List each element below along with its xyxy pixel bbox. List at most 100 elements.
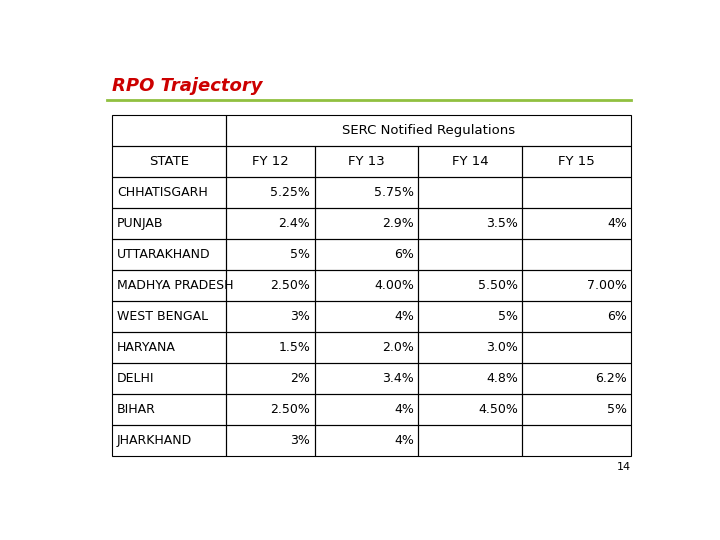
- Bar: [112, 114, 227, 146]
- Text: DELHI: DELHI: [117, 372, 154, 384]
- Bar: [227, 269, 315, 301]
- Text: WEST BENGAL: WEST BENGAL: [117, 309, 208, 323]
- Bar: [227, 394, 315, 424]
- Bar: [112, 177, 227, 208]
- Text: JHARKHAND: JHARKHAND: [117, 434, 192, 447]
- Bar: [227, 177, 315, 208]
- Bar: [112, 269, 227, 301]
- Text: 6.2%: 6.2%: [595, 372, 627, 384]
- Bar: [227, 177, 315, 208]
- Bar: [227, 332, 315, 363]
- Bar: [418, 363, 522, 394]
- Bar: [227, 332, 315, 363]
- Text: 5.50%: 5.50%: [478, 279, 518, 292]
- Bar: [315, 394, 418, 424]
- Text: FY 12: FY 12: [252, 154, 289, 168]
- Bar: [315, 269, 418, 301]
- Text: MADHYA PRADESH: MADHYA PRADESH: [117, 279, 233, 292]
- Bar: [112, 332, 227, 363]
- Bar: [315, 208, 418, 239]
- Bar: [315, 239, 418, 269]
- Bar: [315, 146, 418, 177]
- Text: BIHAR: BIHAR: [117, 403, 156, 416]
- Bar: [522, 177, 631, 208]
- Bar: [112, 394, 227, 424]
- Text: 3%: 3%: [290, 309, 310, 323]
- Bar: [418, 208, 522, 239]
- Bar: [418, 424, 522, 456]
- Text: FY 13: FY 13: [348, 154, 385, 168]
- Text: UTTARAKHAND: UTTARAKHAND: [117, 248, 210, 261]
- Text: 2.50%: 2.50%: [271, 279, 310, 292]
- Bar: [112, 177, 227, 208]
- Text: 3%: 3%: [290, 434, 310, 447]
- Text: FY 14: FY 14: [452, 154, 489, 168]
- Text: 4%: 4%: [394, 309, 414, 323]
- Bar: [112, 394, 227, 424]
- Bar: [315, 239, 418, 269]
- Bar: [418, 363, 522, 394]
- Bar: [227, 239, 315, 269]
- Bar: [112, 301, 227, 332]
- Bar: [418, 146, 522, 177]
- Bar: [112, 363, 227, 394]
- Bar: [227, 424, 315, 456]
- Bar: [522, 394, 631, 424]
- Text: SERC Notified Regulations: SERC Notified Regulations: [342, 124, 516, 137]
- Bar: [522, 332, 631, 363]
- Bar: [522, 301, 631, 332]
- Bar: [418, 269, 522, 301]
- Bar: [522, 239, 631, 269]
- Bar: [227, 146, 315, 177]
- Bar: [227, 208, 315, 239]
- Bar: [418, 332, 522, 363]
- Bar: [418, 177, 522, 208]
- Text: 5.75%: 5.75%: [374, 186, 414, 199]
- Text: 6%: 6%: [394, 248, 414, 261]
- Bar: [315, 363, 418, 394]
- Bar: [227, 424, 315, 456]
- Bar: [112, 208, 227, 239]
- Text: 2.0%: 2.0%: [382, 341, 414, 354]
- Bar: [522, 146, 631, 177]
- Bar: [227, 363, 315, 394]
- Bar: [112, 146, 227, 177]
- Bar: [522, 424, 631, 456]
- Bar: [315, 301, 418, 332]
- Bar: [522, 363, 631, 394]
- Bar: [112, 301, 227, 332]
- Bar: [315, 332, 418, 363]
- Bar: [112, 208, 227, 239]
- Text: 5%: 5%: [498, 309, 518, 323]
- Text: 2.4%: 2.4%: [279, 217, 310, 230]
- Text: 14: 14: [617, 462, 631, 472]
- Bar: [522, 394, 631, 424]
- Bar: [315, 269, 418, 301]
- Bar: [315, 177, 418, 208]
- Bar: [522, 332, 631, 363]
- Text: 5%: 5%: [290, 248, 310, 261]
- Text: 4%: 4%: [394, 434, 414, 447]
- Bar: [315, 177, 418, 208]
- Bar: [418, 394, 522, 424]
- Text: 4.50%: 4.50%: [478, 403, 518, 416]
- Bar: [227, 114, 631, 146]
- Text: 2.50%: 2.50%: [271, 403, 310, 416]
- Bar: [522, 208, 631, 239]
- Bar: [227, 301, 315, 332]
- Bar: [112, 239, 227, 269]
- Text: 5.25%: 5.25%: [271, 186, 310, 199]
- Bar: [522, 177, 631, 208]
- Text: 3.5%: 3.5%: [486, 217, 518, 230]
- Bar: [522, 363, 631, 394]
- Bar: [418, 146, 522, 177]
- Text: RPO Trajectory: RPO Trajectory: [112, 77, 263, 95]
- Text: 4.8%: 4.8%: [486, 372, 518, 384]
- Bar: [522, 424, 631, 456]
- Bar: [315, 394, 418, 424]
- Bar: [418, 208, 522, 239]
- Bar: [522, 269, 631, 301]
- Bar: [418, 424, 522, 456]
- Bar: [227, 239, 315, 269]
- Text: 4%: 4%: [607, 217, 627, 230]
